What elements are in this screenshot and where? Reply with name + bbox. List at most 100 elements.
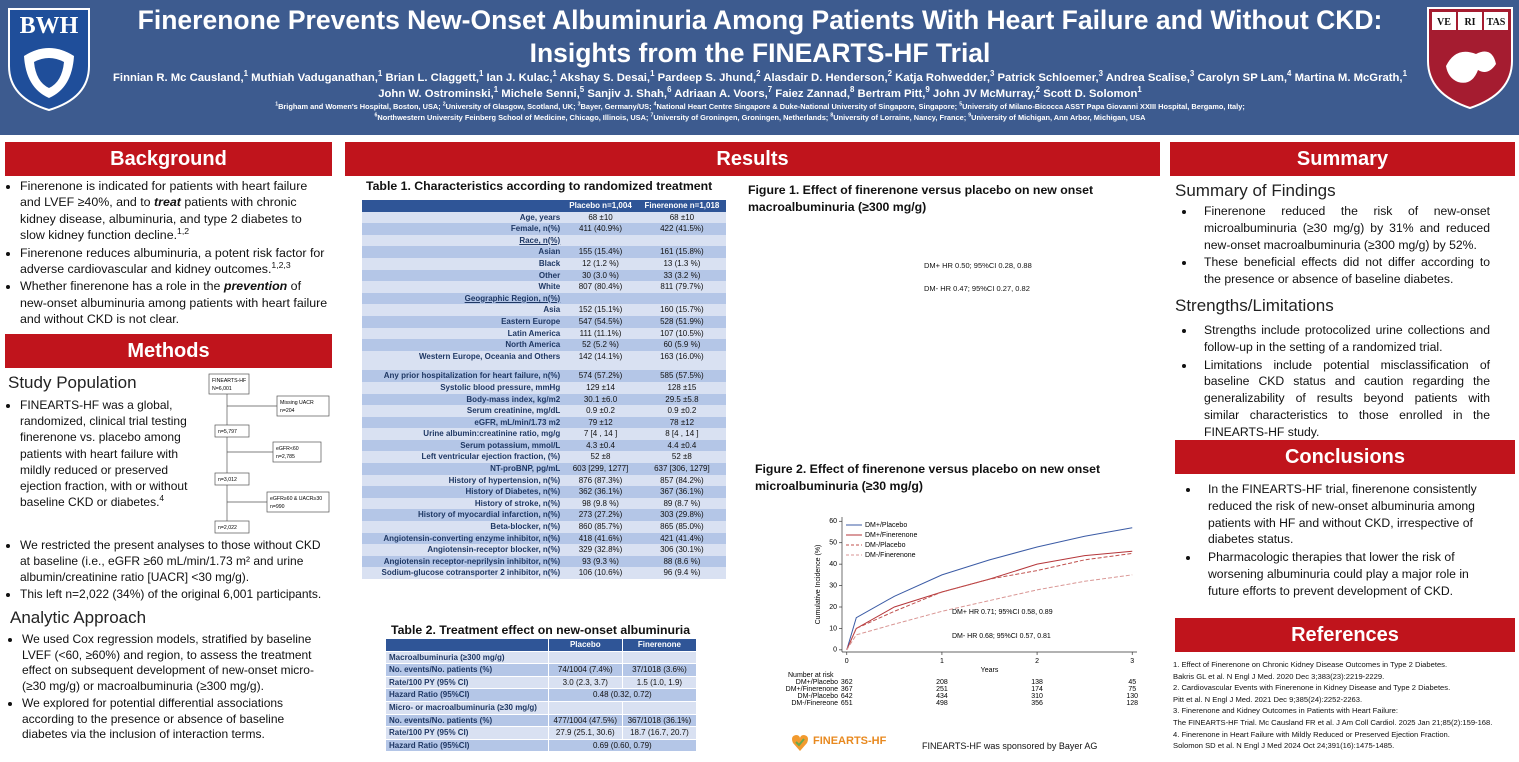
y-tick-label: 20 bbox=[829, 604, 837, 611]
bullet: FINEARTS-HF was a global, randomized, cl… bbox=[20, 397, 202, 510]
cell: Age, years bbox=[362, 211, 564, 224]
row: Race, n(%) bbox=[362, 234, 726, 247]
flow-box bbox=[214, 424, 250, 438]
row: Any prior hospitalization for heart fail… bbox=[362, 370, 726, 382]
cell: History of Diabetes, n(%) bbox=[362, 486, 564, 498]
title-line: Finerenone Prevents New-Onset Albuminuri… bbox=[137, 5, 1383, 35]
series-line bbox=[846, 527, 1133, 650]
cell: Angiotensin-receptor blocker, n(%) bbox=[362, 544, 564, 556]
row: History of myocardial infarction, n(%) 27… bbox=[362, 509, 726, 522]
cell: 574 (57.2%) bbox=[563, 370, 638, 382]
row: White 807 (80.4%) 811 (79.7%) bbox=[362, 281, 726, 293]
sponsor-note: FINEARTS-HF was sponsored by Bayer AG bbox=[922, 741, 1098, 751]
row: Geographic Region, n(%) bbox=[362, 292, 726, 305]
cell: eGFR, mL/min/1.73 m2 bbox=[362, 416, 564, 429]
emphasis: prevention bbox=[223, 279, 288, 294]
cell bbox=[563, 234, 638, 247]
bullet-list: We restricted the present analyses to th… bbox=[6, 537, 332, 603]
y-tick-label: 60 bbox=[829, 518, 837, 525]
list: Strengths include protocolized urine col… bbox=[1182, 322, 1490, 441]
cell bbox=[362, 200, 564, 212]
cell: 18.7 (16.7, 20.7) bbox=[621, 726, 698, 740]
text: Finerenone reduces albuminuria, a potent… bbox=[20, 245, 325, 277]
annotation: DM+ HR 0.50; 95%CI 0.28, 0.88 bbox=[924, 261, 1032, 270]
cell: Urine albumin:creatinine ratio, mg/g bbox=[362, 428, 564, 440]
row: Latin America 111 (11.1%) 107 (10.5%) bbox=[362, 327, 726, 340]
legend-label: DM-/Finerenone bbox=[865, 552, 916, 559]
subheading: Analytic Approach bbox=[10, 608, 147, 627]
legend-label: DM-/Placebo bbox=[865, 542, 906, 549]
reference-line: Bakris GL et al. N Engl J Med. 2020 Dec … bbox=[1173, 671, 1385, 681]
cell: 160 (15.7%) bbox=[637, 304, 726, 316]
bullet-list: Strengths include protocolized urine col… bbox=[1182, 322, 1490, 442]
bullet: Strengths include protocolized urine col… bbox=[1196, 322, 1490, 356]
flow-text: n=990 bbox=[270, 504, 285, 510]
cell: 60 (5.9 %) bbox=[637, 339, 726, 351]
row: NT-proBNP, pg/mL 603 [299, 1277] 637 [306,… bbox=[362, 463, 726, 475]
section-heading: Background bbox=[5, 142, 332, 176]
row: Beta-blocker, n(%) 860 (85.7%) 865 (85.0%) bbox=[362, 521, 726, 533]
affiliation-number: 2 bbox=[756, 69, 761, 79]
flow-text: n=3,012 bbox=[218, 477, 237, 483]
row: Sodium-glucose cotransporter 2 inhibitor… bbox=[362, 567, 726, 579]
text: Finerenone reduced the risk of new-onset… bbox=[1204, 204, 1490, 252]
cell: 52 (5.2 %) bbox=[563, 339, 638, 351]
author: Carolyn SP Lam, bbox=[1197, 72, 1288, 84]
row: Systolic blood pressure, mmHg 129 ±14 128 … bbox=[362, 381, 726, 394]
cell: 4.3 ±0.4 bbox=[563, 439, 638, 452]
row: History of Diabetes, n(%) 362 (36.1%) 367 … bbox=[362, 486, 726, 498]
cell: Geographic Region, n(%) bbox=[362, 292, 564, 305]
header-cell: Placebo bbox=[547, 638, 623, 652]
risk-label: DM-/Placebo bbox=[798, 693, 839, 700]
reference-line: 1. Effect of Finerenone on Chronic Kidne… bbox=[1173, 660, 1448, 669]
cell: 27.9 (25.1, 30.6) bbox=[547, 726, 623, 740]
list: In the FINEARTS-HF trial, finerenone con… bbox=[1186, 481, 1490, 600]
authors: Finnian R. Mc Causland,1 Muthiah Vadugan… bbox=[95, 70, 1425, 102]
cell: 0.48 (0.32, 0.72) bbox=[547, 688, 698, 702]
cell: History of stroke, n(%) bbox=[362, 497, 564, 510]
affiliation-number: 5 bbox=[959, 101, 963, 108]
affiliation-number: 5 bbox=[579, 85, 585, 95]
affiliation-number: 3 bbox=[577, 101, 581, 108]
cell: 411 (40.9%) bbox=[563, 223, 638, 235]
table: Placebo Finerenone Macroalbuminuria (≥300 … bbox=[385, 638, 698, 753]
cell: 807 (80.4%) bbox=[563, 281, 638, 293]
y-tick-label: 0 bbox=[833, 647, 837, 654]
row: Angiotensin-converting enzyme inhibitor,… bbox=[362, 532, 726, 545]
blank-row bbox=[362, 362, 726, 371]
cell: Rate/100 PY (95% CI) bbox=[385, 675, 549, 690]
reference-line: 2. Cardiovascular Events with Finerenone… bbox=[1173, 683, 1451, 693]
cell: 29.5 ±5.8 bbox=[637, 393, 726, 406]
affiliation-number: 1 bbox=[243, 69, 248, 79]
cell: Eastern Europe bbox=[362, 315, 564, 328]
cell: 96 (9.4 %) bbox=[637, 567, 726, 579]
flow-box bbox=[208, 373, 250, 395]
affiliation-number: 3 bbox=[989, 69, 995, 79]
row: North America 52 (5.2 %) 60 (5.9 %) bbox=[362, 339, 726, 351]
table: Placebo n=1,004 Finerenone n=1,018 Age, ye… bbox=[362, 200, 726, 579]
bullet: Pharmacologic therapies that lower the r… bbox=[1200, 549, 1490, 599]
row: Rate/100 PY (95% CI) 27.9 (25.1, 30.6) 18.… bbox=[385, 726, 698, 740]
emphasis: 4 bbox=[159, 493, 165, 504]
cell: White bbox=[362, 281, 564, 293]
cell: 12 (1.2 %) bbox=[563, 257, 638, 270]
row: History of hypertension, n(%) 876 (87.3%)… bbox=[362, 474, 726, 487]
cell: 0.9 ±0.2 bbox=[637, 405, 726, 417]
author: John JV McMurray, bbox=[932, 88, 1036, 100]
cell: 129 ±14 bbox=[563, 381, 638, 394]
x-axis-label: Years bbox=[981, 667, 999, 674]
km-chart: 0 10 20 30 40 50 60 0 1 2 3 Cumulative Incidence (%… bbox=[786, 517, 1138, 707]
emphasis: treat bbox=[154, 195, 181, 210]
risk-value: 174 bbox=[1031, 686, 1043, 693]
flow-text: n=2,022 bbox=[218, 525, 237, 531]
row: Western Europe, Oceania and Others 142 (1… bbox=[362, 350, 726, 363]
logo-text: BWH bbox=[20, 13, 79, 39]
cell: 8 [4 , 14 ] bbox=[637, 428, 726, 440]
cell: 0.69 (0.60, 0.79) bbox=[547, 738, 698, 753]
flow-text: Missing UACR bbox=[280, 400, 314, 406]
table-title: Table 2. Treatment effect on new-onset a… bbox=[391, 623, 691, 637]
author: Sanjiv J. Shah, bbox=[587, 88, 668, 100]
legend-label: DM+/Finerenone bbox=[865, 532, 917, 539]
affiliation-number: 6 bbox=[667, 85, 672, 95]
flow-text: N=6,001 bbox=[212, 386, 232, 392]
